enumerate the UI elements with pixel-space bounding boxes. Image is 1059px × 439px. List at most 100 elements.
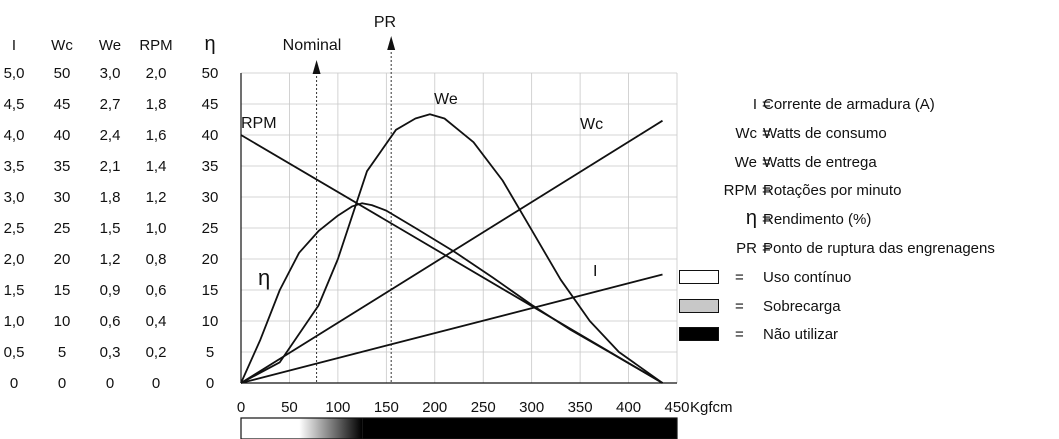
scale-tick: 2,7 bbox=[100, 96, 121, 113]
scale-tick: 30 bbox=[202, 189, 219, 206]
x-tick-label: 150 bbox=[374, 399, 399, 416]
scale-tick: 1,2 bbox=[100, 251, 121, 268]
marker-label: PR bbox=[374, 14, 396, 31]
scale-tick: 20 bbox=[54, 251, 71, 268]
legend-key: I bbox=[753, 96, 757, 113]
scale-tick: 1,6 bbox=[146, 127, 167, 144]
legend-desc: Sobrecarga bbox=[763, 298, 841, 315]
scale-tick: 0 bbox=[58, 375, 66, 392]
scale-header-We: We bbox=[99, 37, 121, 54]
x-tick-label: 50 bbox=[281, 399, 298, 416]
scale-tick: 3,0 bbox=[4, 189, 25, 206]
legend-desc: Rotações por minuto bbox=[763, 182, 901, 199]
legend-item-RPM: RPM = Rotações por minuto bbox=[675, 178, 1059, 207]
scale-tick: 1,4 bbox=[146, 158, 167, 175]
scale-tick: 0,4 bbox=[146, 313, 167, 330]
x-tick-label: 400 bbox=[616, 399, 641, 416]
scale-tick: 0,6 bbox=[146, 282, 167, 299]
scale-tick: 45 bbox=[202, 96, 219, 113]
scale-tick: 1,8 bbox=[100, 189, 121, 206]
x-axis-ticks: 0 50 100 150 200 250 300 350 400 450 Kgfcm bbox=[237, 399, 733, 416]
scale-tick: 5 bbox=[58, 344, 66, 361]
series-label-Wc: Wc bbox=[580, 116, 603, 133]
series-line-η bbox=[241, 203, 663, 383]
legend: I = Corrente de armadura (A) Wc = Watts … bbox=[675, 92, 1059, 351]
x-tick-label: 100 bbox=[325, 399, 350, 416]
scale-tick: 20 bbox=[202, 251, 219, 268]
legend-item-PR: PR = Ponto de ruptura das engrenagens bbox=[675, 236, 1059, 265]
scale-header-I: I bbox=[12, 37, 16, 54]
series-label-I: I bbox=[593, 263, 597, 280]
scale-tick: 2,4 bbox=[100, 127, 121, 144]
scale-tick: 2,0 bbox=[146, 65, 167, 82]
scale-tick: 2,5 bbox=[4, 220, 25, 237]
legend-swatch-continuous: = Uso contínuo bbox=[675, 265, 1059, 294]
markers: Nominal PR bbox=[283, 14, 396, 383]
marker-arrow bbox=[387, 36, 395, 50]
scale-tick: 15 bbox=[202, 282, 219, 299]
scale-tick: 1,8 bbox=[146, 96, 167, 113]
legend-key: PR bbox=[736, 240, 757, 257]
x-tick-label: 300 bbox=[519, 399, 544, 416]
scale-tick: 0 bbox=[106, 375, 114, 392]
scale-tick: 25 bbox=[202, 220, 219, 237]
scale-header-Wc: Wc bbox=[51, 37, 73, 54]
scale-header-RPM: RPM bbox=[139, 37, 172, 54]
series-label-We: We bbox=[434, 91, 458, 108]
band-overload bbox=[299, 418, 362, 439]
scale-tick: 10 bbox=[202, 313, 219, 330]
scale-tick: 10 bbox=[54, 313, 71, 330]
band-do-not-use bbox=[362, 418, 677, 439]
x-axis-label: Kgfcm bbox=[690, 399, 733, 416]
scale-tick: 50 bbox=[202, 65, 219, 82]
legend-key: We bbox=[735, 154, 757, 171]
scale-tick: 0,9 bbox=[100, 282, 121, 299]
scale-tick: 0 bbox=[152, 375, 160, 392]
legend-equals: = bbox=[735, 326, 744, 343]
scale-tick: 0,2 bbox=[146, 344, 167, 361]
scale-tick: 25 bbox=[54, 220, 71, 237]
legend-item-Wc: Wc = Watts de consumo bbox=[675, 121, 1059, 150]
scale-header-eta: η bbox=[204, 33, 215, 55]
scale-tick: 40 bbox=[54, 127, 71, 144]
legend-desc: Rendimento (%) bbox=[763, 211, 871, 228]
scale-tick: 35 bbox=[202, 158, 219, 175]
legend-swatch-overload: = Sobrecarga bbox=[675, 294, 1059, 323]
scale-tick: 1,2 bbox=[146, 189, 167, 206]
legend-swatch-do-not-use: = Não utilizar bbox=[675, 322, 1059, 351]
legend-key: Wc bbox=[735, 125, 757, 142]
swatch-gray bbox=[679, 299, 719, 313]
legend-desc: Watts de entrega bbox=[763, 154, 877, 171]
legend-key: RPM bbox=[724, 182, 757, 199]
scale-tick: 1,5 bbox=[100, 220, 121, 237]
x-tick-label: 0 bbox=[237, 399, 245, 416]
legend-desc: Watts de consumo bbox=[763, 125, 887, 142]
scale-tick: 3,5 bbox=[4, 158, 25, 175]
scale-tick: 2,0 bbox=[4, 251, 25, 268]
swatch-black bbox=[679, 327, 719, 341]
scale-tick: 5,0 bbox=[4, 65, 25, 82]
legend-desc: Uso contínuo bbox=[763, 269, 851, 286]
scale-tick: 0 bbox=[206, 375, 214, 392]
legend-item-We: We = Watts de entrega bbox=[675, 150, 1059, 179]
scale-tick: 1,0 bbox=[4, 313, 25, 330]
legend-desc: Corrente de armadura (A) bbox=[763, 96, 935, 113]
scale-tick: 0,3 bbox=[100, 344, 121, 361]
scale-tick: 40 bbox=[202, 127, 219, 144]
swatch-white bbox=[679, 270, 719, 284]
series-label-eta: η bbox=[258, 265, 270, 290]
grid bbox=[241, 73, 677, 383]
series-label-RPM: RPM bbox=[241, 115, 277, 132]
x-tick-label: 200 bbox=[422, 399, 447, 416]
scale-tick: 0,5 bbox=[4, 344, 25, 361]
marker-arrow bbox=[313, 60, 321, 74]
scale-columns: I5,04,54,03,53,02,52,01,51,00,50Wc504540… bbox=[4, 33, 219, 392]
x-tick-label: 450 bbox=[664, 399, 689, 416]
scale-tick: 1,5 bbox=[4, 282, 25, 299]
scale-tick: 15 bbox=[54, 282, 71, 299]
scale-tick: 0,6 bbox=[100, 313, 121, 330]
usage-band bbox=[241, 418, 677, 439]
scale-tick: 0,8 bbox=[146, 251, 167, 268]
band-continuous bbox=[241, 418, 299, 439]
x-tick-label: 250 bbox=[471, 399, 496, 416]
